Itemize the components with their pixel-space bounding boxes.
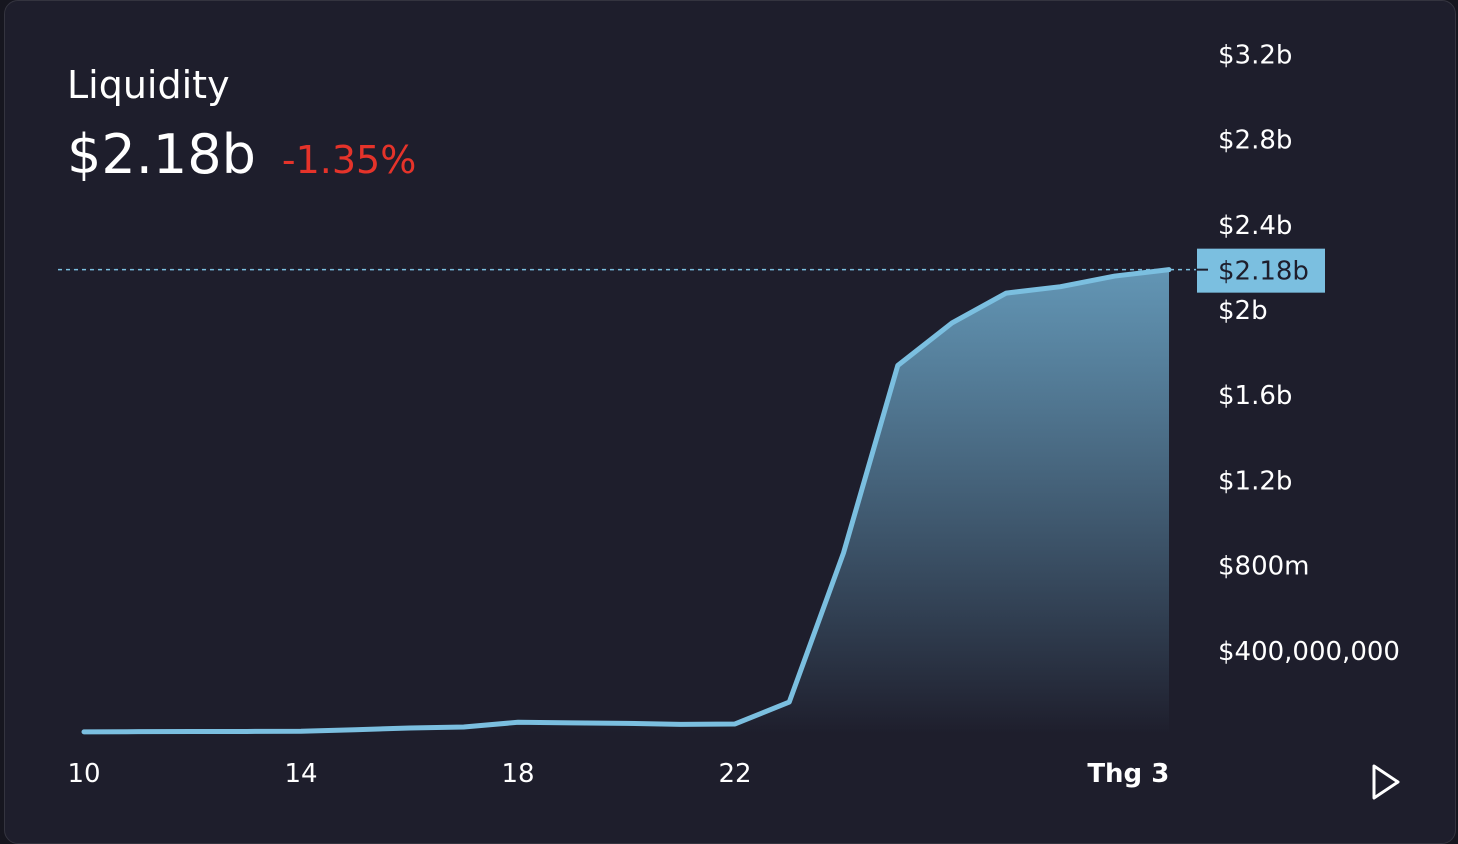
y-tick-label: $1.6b [1218,381,1292,411]
series-area [84,269,1169,734]
x-tick-label: 10 [67,759,100,789]
change-percent: -1.35% [281,138,417,182]
y-tick-label: $3.2b [1218,40,1292,70]
y-tick-label: $2.8b [1218,126,1292,156]
series-line [81,267,1172,735]
y-tick-label: $2.4b [1218,211,1292,241]
x-tick-label: Thg 3 [1087,759,1169,789]
x-tick-label: 18 [501,759,534,789]
x-tick-label: 22 [718,759,751,789]
chart-title: Liquidity [67,63,230,107]
current-value: $2.18b [67,123,256,186]
liquidity-card: Liquidity $2.18b -1.35% [4,0,1456,844]
value-row: $2.18b -1.35% [67,123,416,186]
current-value-label-box [1197,248,1325,293]
y-tick-label: $800m [1218,552,1310,582]
y-tick-label: $400,000,000 [1218,637,1400,667]
y-tick-label: $1.2b [1218,466,1292,496]
play-icon [1372,764,1400,800]
play-button[interactable] [1368,762,1404,802]
current-value-label: $2.18b [1218,257,1309,287]
y-tick-label: $2b [1218,296,1268,326]
x-tick-label: 14 [284,759,317,789]
